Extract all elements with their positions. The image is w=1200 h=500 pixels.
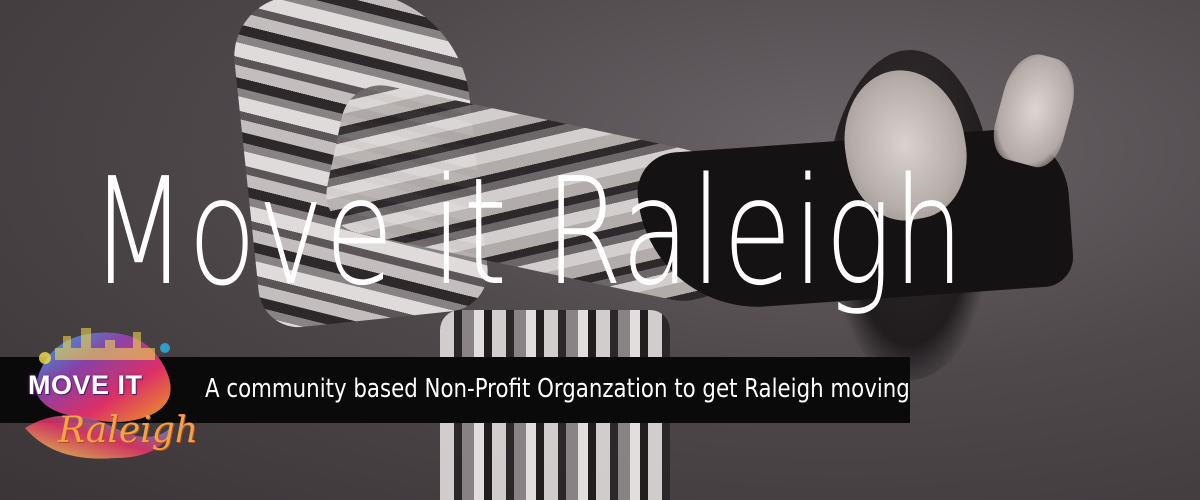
headline: Move it Raleigh [90,146,965,318]
move-it-raleigh-logo[interactable] [15,318,185,468]
tagline: A community based Non-Profit Organzation… [205,374,910,404]
logo-main-text: MOVE IT [28,370,143,400]
logo-splash-icon [25,328,175,459]
dancer-hand [986,47,1084,173]
logo-script-text: Raleigh [58,410,198,451]
